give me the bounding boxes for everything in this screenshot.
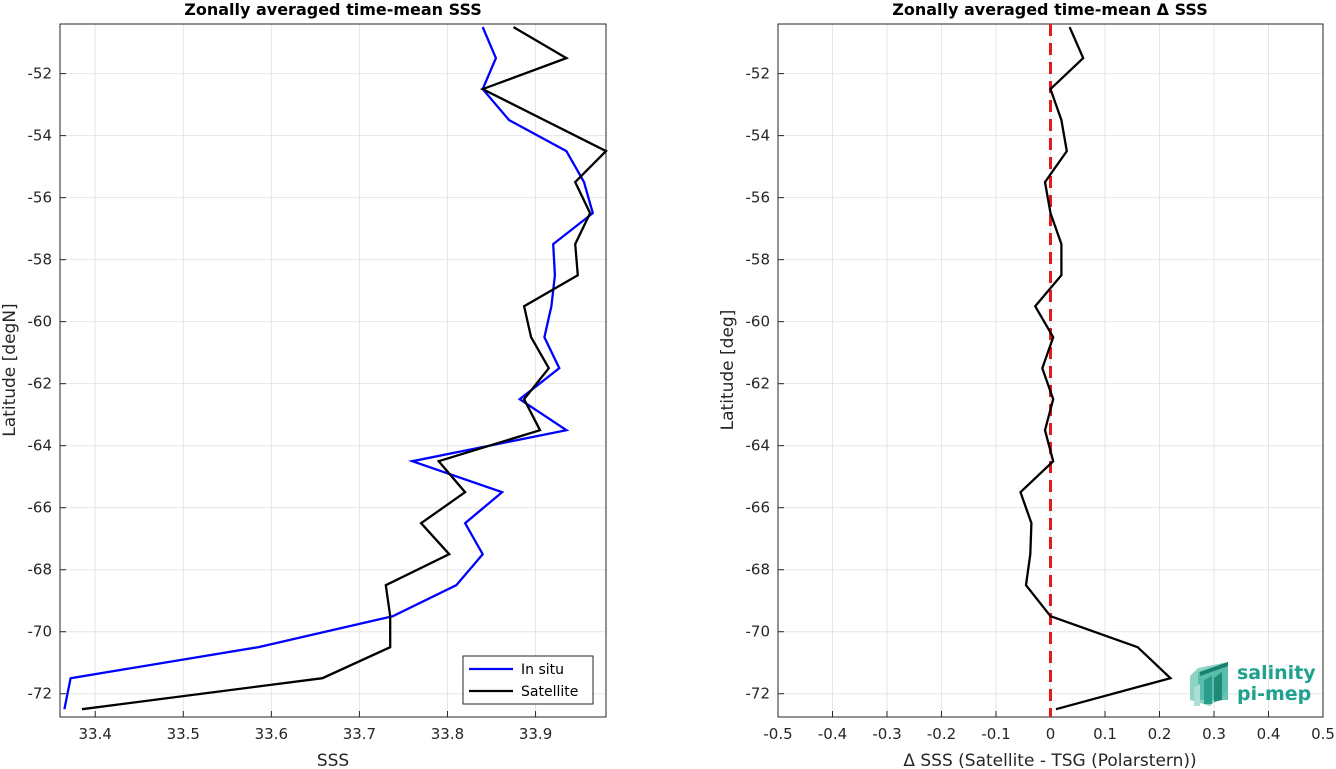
sss-xtick-label: 33.7 [343, 725, 376, 743]
delta-sss-ytick-label: -58 [746, 251, 771, 269]
delta-sss-ytick-label: -64 [746, 437, 771, 455]
sss-ytick-label: -64 [28, 437, 53, 455]
sss-ytick-label: -70 [28, 623, 53, 641]
delta-sss-ytick-label: -54 [746, 127, 771, 145]
delta-sss-xtick-label: -0.4 [818, 725, 847, 743]
delta-sss-ytick-label: -60 [746, 313, 771, 331]
delta-sss-xtick-label: 0.1 [1093, 725, 1117, 743]
delta-sss-xtick-label: 0.4 [1257, 725, 1281, 743]
sss-plot: 33.4 33.5 33.6 33.7 33.8 33.9 -72 -70 -68 -66 -64 -… [0, 0, 608, 769]
sss-ytick-label: -62 [28, 375, 53, 393]
delta-sss-ytick-label: -56 [746, 189, 771, 207]
sss-plot-ylabel: Latitude [degN] [0, 303, 20, 436]
delta-sss-xtick-label: 0.2 [1148, 725, 1172, 743]
salinity-pi-mep-logo: salinity pi-mep [1190, 662, 1316, 706]
sss-xtick-label: 33.8 [431, 725, 464, 743]
sss-xtick-label: 33.9 [519, 725, 552, 743]
sss-plot-frame [59, 23, 607, 718]
logo-text-salinity: salinity [1237, 662, 1316, 684]
delta-sss-plot: -0.5 -0.4 -0.3 -0.2 -0.1 0 0.1 0.2 0.3 0.4 0.5 -72 -… [718, 0, 1335, 769]
delta-sss-xtick-label: -0.2 [927, 725, 956, 743]
legend-label-satellite: Satellite [521, 684, 578, 700]
sss-ytick-label: -54 [28, 127, 53, 145]
sss-xtick-label: 33.5 [167, 725, 200, 743]
delta-sss-ytick-label: -68 [746, 561, 771, 579]
delta-sss-ytick-label: -72 [746, 685, 771, 703]
legend-box [462, 655, 594, 705]
legend: In situ Satellite [462, 655, 594, 705]
sss-series-line-in-situ [63, 26, 595, 710]
delta-sss-series-line-delta-series-0 [1019, 26, 1173, 711]
delta-sss-xtick-label: 0.3 [1202, 725, 1226, 743]
sss-series-line-satellite [81, 26, 608, 711]
delta-sss-plot-xlabel: Δ SSS (Satellite - TSG (Polarstern)) [903, 751, 1196, 769]
logo-graphic [1190, 662, 1228, 706]
sss-ytick-label: -66 [28, 499, 53, 517]
delta-sss-xtick-label: 0.5 [1311, 725, 1335, 743]
delta-sss-xtick-label: 0 [1046, 725, 1056, 743]
logo-text-pi-mep: pi-mep [1237, 683, 1311, 705]
delta-sss-ytick-label: -52 [746, 65, 771, 83]
sss-xtick-label: 33.4 [79, 725, 112, 743]
delta-sss-plot-ylabel: Latitude [deg] [718, 310, 738, 431]
sss-ytick-label: -60 [28, 313, 53, 331]
sss-xtick-label: 33.6 [255, 725, 288, 743]
delta-sss-ytick-label: -66 [746, 499, 771, 517]
delta-sss-xtick-label: -0.3 [872, 725, 901, 743]
sss-ytick-label: -58 [28, 251, 53, 269]
legend-label-in-situ: In situ [521, 662, 564, 678]
delta-sss-xtick-label: -0.1 [981, 725, 1010, 743]
delta-sss-plot-title: Zonally averaged time-mean Δ SSS [892, 0, 1208, 19]
sss-ytick-label: -56 [28, 189, 53, 207]
sss-ytick-label: -52 [28, 65, 53, 83]
sss-plot-title: Zonally averaged time-mean SSS [184, 0, 482, 19]
delta-sss-xtick-label: -0.5 [763, 725, 792, 743]
delta-sss-ytick-label: -70 [746, 623, 771, 641]
sss-ytick-label: -72 [28, 685, 53, 703]
sss-ytick-label: -68 [28, 561, 53, 579]
sss-plot-xlabel: SSS [317, 751, 349, 769]
delta-sss-ytick-label: -62 [746, 375, 771, 393]
